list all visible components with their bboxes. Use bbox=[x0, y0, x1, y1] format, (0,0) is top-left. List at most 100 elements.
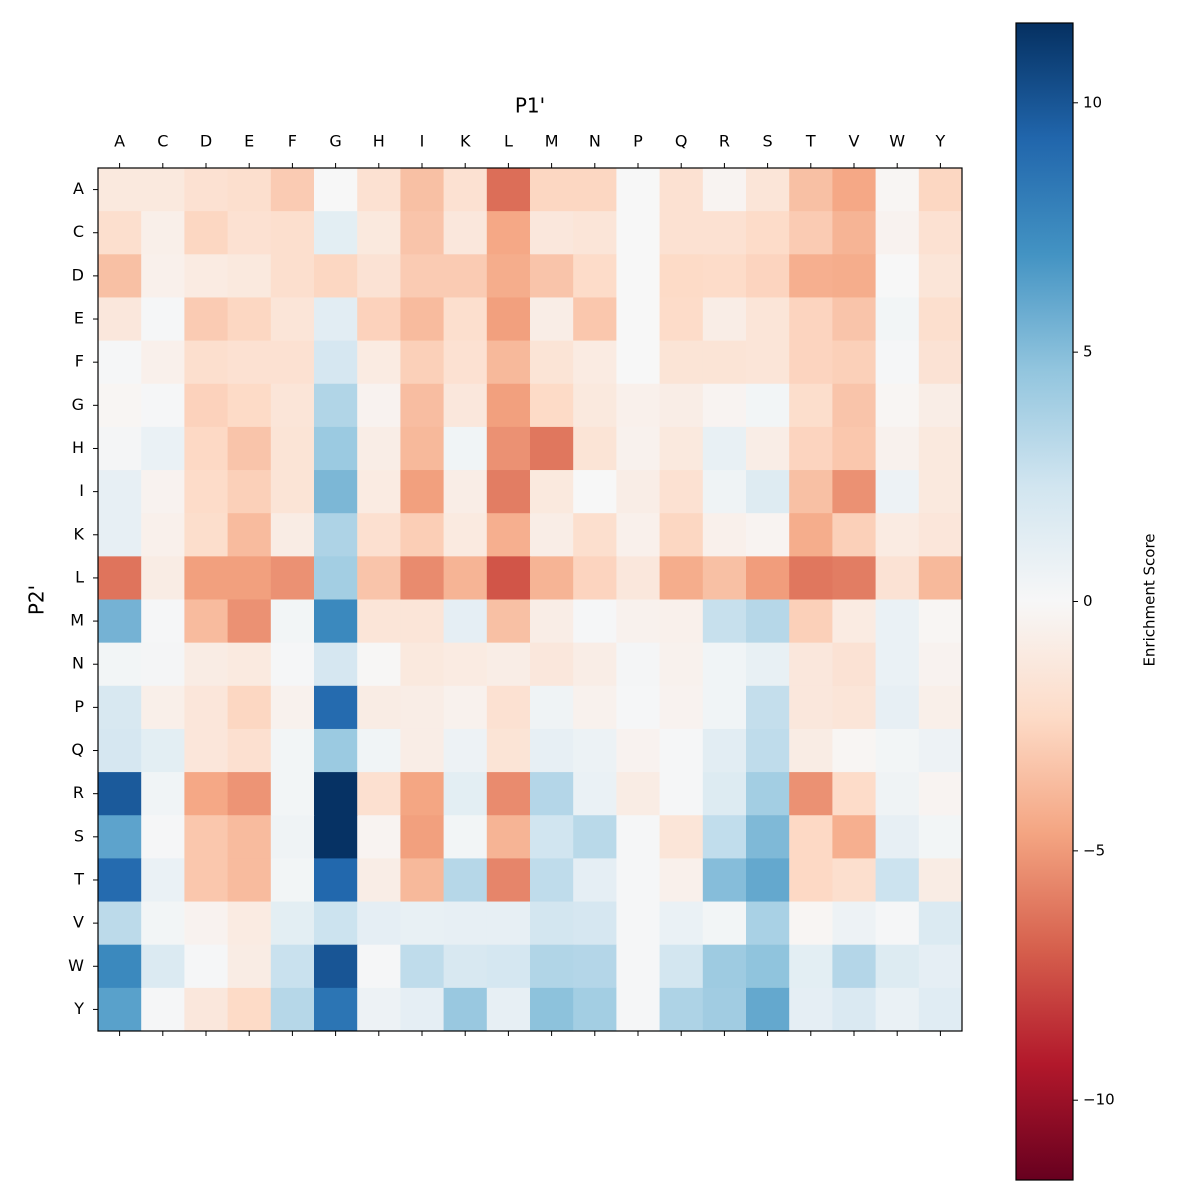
heatmap-cell bbox=[184, 556, 229, 600]
heatmap-cell bbox=[400, 426, 445, 471]
x-tick-label: I bbox=[420, 132, 425, 151]
heatmap-cell bbox=[486, 254, 531, 298]
heatmap-cell bbox=[832, 944, 877, 989]
x-tick-label: M bbox=[545, 132, 559, 151]
colorbar-tick-label: −10 bbox=[1083, 1091, 1115, 1109]
colorbar-tick-label: 10 bbox=[1083, 93, 1102, 111]
heatmap-cell bbox=[270, 556, 315, 600]
heatmap-cell bbox=[270, 599, 315, 644]
heatmap-cell bbox=[98, 599, 142, 644]
heatmap-cell bbox=[270, 944, 315, 989]
x-tick-label: H bbox=[373, 132, 385, 151]
heatmap-cell bbox=[357, 728, 401, 773]
heatmap-cell bbox=[832, 513, 877, 557]
heatmap-cell bbox=[746, 211, 790, 255]
heatmap-cell bbox=[443, 901, 488, 946]
heatmap-cell bbox=[530, 211, 574, 255]
heatmap-cell bbox=[573, 728, 617, 773]
heatmap-cell bbox=[659, 513, 704, 557]
heatmap-cell bbox=[443, 685, 488, 730]
heatmap-cell bbox=[314, 728, 358, 773]
heatmap-cell bbox=[918, 772, 963, 816]
heatmap-cell bbox=[98, 211, 142, 255]
heatmap-cell bbox=[832, 383, 877, 428]
heatmap-cell bbox=[659, 944, 704, 989]
heatmap-cell bbox=[918, 513, 963, 557]
y-tick-label: Q bbox=[71, 740, 84, 759]
heatmap-cell bbox=[702, 815, 747, 859]
heatmap-cell bbox=[314, 858, 358, 903]
heatmap-cell bbox=[227, 642, 272, 687]
heatmap-cell bbox=[659, 211, 704, 255]
heatmap-cell bbox=[270, 513, 315, 557]
heatmap-cell bbox=[918, 944, 963, 989]
heatmap-cell bbox=[659, 426, 704, 471]
heatmap-cell bbox=[918, 211, 963, 255]
y-tick-label: I bbox=[79, 481, 84, 500]
heatmap-cell bbox=[400, 728, 445, 773]
heatmap-cell bbox=[227, 901, 272, 946]
heatmap-cell bbox=[400, 211, 445, 255]
heatmap-cell bbox=[702, 599, 747, 644]
heatmap-cell bbox=[918, 901, 963, 946]
heatmap-cell bbox=[400, 556, 445, 600]
heatmap-cell bbox=[141, 642, 185, 687]
heatmap-cell bbox=[746, 944, 790, 989]
heatmap-cell bbox=[573, 772, 617, 816]
heatmap-cell bbox=[616, 340, 661, 385]
heatmap-cell bbox=[184, 383, 229, 428]
heatmap-cell bbox=[918, 340, 963, 385]
heatmap-cell bbox=[832, 858, 877, 903]
heatmap-cell bbox=[443, 383, 488, 428]
heatmap-cell bbox=[357, 987, 401, 1032]
heatmap-cell bbox=[270, 254, 315, 298]
heatmap-cell bbox=[443, 987, 488, 1032]
heatmap-cell bbox=[270, 642, 315, 687]
heatmap-cell bbox=[227, 987, 272, 1032]
heatmap-cell bbox=[400, 772, 445, 816]
heatmap-cell bbox=[270, 297, 315, 342]
heatmap-cell bbox=[314, 599, 358, 644]
heatmap-cell bbox=[875, 340, 920, 385]
heatmap-cell bbox=[530, 383, 574, 428]
heatmap-cell bbox=[357, 340, 401, 385]
x-tick-label: C bbox=[157, 132, 168, 151]
heatmap-cell bbox=[400, 513, 445, 557]
heatmap-cell bbox=[573, 297, 617, 342]
heatmap-cell bbox=[789, 772, 833, 816]
x-tick-label: P bbox=[633, 132, 643, 151]
x-tick-label: Q bbox=[675, 132, 688, 151]
heatmap-cell bbox=[486, 297, 531, 342]
y-tick-label: C bbox=[73, 222, 84, 241]
heatmap-cell bbox=[227, 858, 272, 903]
heatmap-cell bbox=[746, 340, 790, 385]
heatmap-cell bbox=[314, 470, 358, 514]
x-axis-title: P1' bbox=[515, 94, 545, 118]
x-tick-label: V bbox=[849, 132, 860, 151]
heatmap-cell bbox=[702, 254, 747, 298]
heatmap-cell bbox=[659, 901, 704, 946]
heatmap-cell bbox=[270, 470, 315, 514]
heatmap-cell bbox=[573, 513, 617, 557]
heatmap-cell bbox=[832, 815, 877, 859]
heatmap-cell bbox=[918, 728, 963, 773]
heatmap-cell bbox=[789, 168, 833, 212]
heatmap-cell bbox=[270, 383, 315, 428]
heatmap-cell bbox=[616, 642, 661, 687]
heatmap-cell bbox=[486, 728, 531, 773]
heatmap-cell bbox=[573, 901, 617, 946]
heatmap-cell bbox=[98, 513, 142, 557]
heatmap-cell bbox=[875, 426, 920, 471]
heatmap-cell bbox=[659, 815, 704, 859]
heatmap-cell bbox=[789, 815, 833, 859]
heatmap-cell bbox=[270, 211, 315, 255]
heatmap-cell bbox=[443, 168, 488, 212]
heatmap-cell bbox=[400, 340, 445, 385]
heatmap-cell bbox=[357, 858, 401, 903]
heatmap-cell bbox=[486, 599, 531, 644]
y-tick-label: N bbox=[72, 654, 84, 673]
heatmap-cell bbox=[918, 858, 963, 903]
heatmap-cell bbox=[789, 470, 833, 514]
heatmap-cell bbox=[443, 513, 488, 557]
